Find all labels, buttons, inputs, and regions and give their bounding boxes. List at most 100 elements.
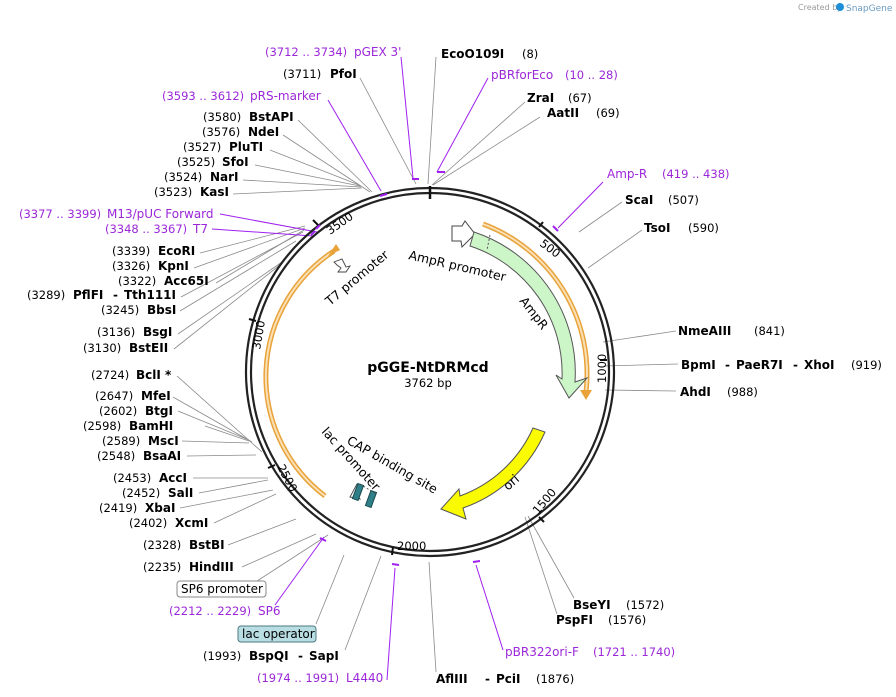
primer-l4440-range: (1974 .. 1991) <box>257 671 339 685</box>
site-pluti[interactable]: PluTI <box>229 140 263 154</box>
site-pspfi-pos: (1576) <box>608 613 646 627</box>
site-pflfi-pos: (3289) <box>27 288 65 302</box>
site-aatii[interactable]: AatII <box>547 106 579 120</box>
label-sp6-promoter[interactable]: SP6 promoter <box>181 582 263 596</box>
primer-pgex3[interactable]: pGEX 3' <box>354 45 401 59</box>
amp-primer-arrowhead <box>580 390 592 400</box>
site-msci-pos: (2589) <box>102 434 140 448</box>
site-kasi[interactable]: KasI <box>200 185 229 199</box>
ori-arrow <box>440 427 546 520</box>
site-xcmi[interactable]: XcmI <box>175 516 208 530</box>
primer-l4440[interactable]: L4440 <box>346 671 383 685</box>
site-sali[interactable]: SalI <box>168 486 193 500</box>
site-tsoi-pos: (590) <box>688 221 719 235</box>
primer-sp6-range: (2212 .. 2229) <box>169 604 251 618</box>
primer-pbr322[interactable]: pBR322ori-F <box>505 645 579 659</box>
t7-region-arrowhead <box>328 244 340 256</box>
site-bsaai[interactable]: BsaAI <box>143 449 181 463</box>
site-acc65i[interactable]: Acc65I <box>164 274 209 288</box>
site-sfoi[interactable]: SfoI <box>222 155 249 169</box>
site-paer7i[interactable]: PaeR7I <box>736 358 783 372</box>
site-btgi[interactable]: BtgI <box>145 404 173 418</box>
primer-pbrforeco[interactable]: pBRforEco <box>491 68 553 82</box>
site-mfei-pos: (2647) <box>95 389 133 403</box>
site-zrai[interactable]: ZraI <box>527 91 554 105</box>
site-pfoi-pos: (3711) <box>283 67 321 81</box>
leader-bsaai <box>186 454 257 457</box>
primer-sp6[interactable]: SP6 <box>258 604 281 618</box>
site-bseyi[interactable]: BseYI <box>573 598 611 612</box>
site-ahdi-pos: (988) <box>727 385 758 399</box>
site-ahdi[interactable]: AhdI <box>680 385 711 399</box>
leader-bseyi <box>527 515 575 599</box>
site-acci[interactable]: AccI <box>159 471 187 485</box>
svg-text:-: - <box>485 672 490 686</box>
site-kpni[interactable]: KpnI <box>158 259 189 273</box>
primer-t7-range: (3348 .. 3367) <box>105 222 187 236</box>
leader-pspfi <box>524 516 558 615</box>
site-sapi[interactable]: SapI <box>309 649 339 663</box>
credit-label: Created by <box>798 3 842 12</box>
site-bpmi[interactable]: BpmI <box>681 358 716 372</box>
primer-m13[interactable]: M13/pUC Forward <box>107 207 214 221</box>
primer-pbrforeco-range: (10 .. 28) <box>565 68 618 82</box>
primer-t7[interactable]: T7 <box>192 222 208 236</box>
site-nmeaiii[interactable]: NmeAIII <box>678 324 731 338</box>
site-msci[interactable]: MscI <box>148 434 179 448</box>
site-bsteii-pos: (3130) <box>83 341 121 355</box>
site-pfoi[interactable]: PfoI <box>330 67 357 81</box>
leader-pluti <box>269 149 360 186</box>
leader-xcmi <box>213 493 277 524</box>
site-hindiii[interactable]: HindIII <box>189 560 234 574</box>
primer-ampr[interactable]: Amp-R <box>607 167 647 181</box>
site-tth111i[interactable]: Tth111I <box>124 288 176 302</box>
site-afliii-pos: (1876) <box>536 672 574 686</box>
site-bstapi[interactable]: BstAPI <box>249 110 294 124</box>
site-bstbi[interactable]: BstBI <box>189 538 225 552</box>
leader-m13 <box>219 213 318 233</box>
site-bstapi-pos: (3580) <box>203 110 241 124</box>
leader-mfei <box>172 396 253 443</box>
site-pspfi[interactable]: PspFI <box>556 613 593 627</box>
site-xhoi[interactable]: XhoI <box>804 358 835 372</box>
plasmid-name: pGGE-NtDRMcd <box>367 360 488 376</box>
leader-kasi <box>232 187 363 195</box>
site-bbsi[interactable]: BbsI <box>147 303 176 317</box>
leader-ecori <box>199 225 306 254</box>
label-lac-operator[interactable]: lac operator <box>242 627 315 641</box>
leader-xbai <box>179 489 274 509</box>
site-bamhi[interactable]: BamHI <box>129 419 173 433</box>
site-ecori[interactable]: EcoRI <box>158 244 195 258</box>
site-pflfi[interactable]: PflFI <box>73 288 103 302</box>
site-tsoi[interactable]: TsoI <box>644 221 670 235</box>
leader-zrai <box>431 101 526 186</box>
t7-region-arc <box>263 248 336 498</box>
site-eco0109i[interactable]: EcoO109I <box>441 47 504 61</box>
primer-prs[interactable]: pRS-marker <box>250 89 321 103</box>
site-bspqi[interactable]: BspQI <box>249 649 289 663</box>
site-aatii-pos: (69) <box>596 106 620 120</box>
site-bsgi[interactable]: BsgI <box>143 325 172 339</box>
site-xbai[interactable]: XbaI <box>145 501 175 515</box>
leader-hindiii <box>241 533 317 568</box>
site-mfei[interactable]: MfeI <box>141 389 171 403</box>
site-bsteii[interactable]: BstEII <box>129 341 168 355</box>
site-ndei[interactable]: NdeI <box>248 125 279 139</box>
leader-pfoi <box>359 77 417 185</box>
site-afliii[interactable]: AflIII <box>436 672 468 686</box>
site-xcmi-pos: (2402) <box>129 516 167 530</box>
primer-prs-range: (3593 .. 3612) <box>162 89 244 103</box>
site-nmeaiii-pos: (841) <box>754 324 785 338</box>
site-nari[interactable]: NarI <box>210 170 239 184</box>
leader-sp6 <box>274 536 325 606</box>
primer-pgex3-range: (3712 .. 3734) <box>265 45 347 59</box>
site-bstbi-pos: (2328) <box>143 538 181 552</box>
leader-pflfi <box>180 231 304 298</box>
site-bcli[interactable]: BclI * <box>136 368 172 382</box>
plasmid-size: 3762 bp <box>404 376 452 390</box>
site-pcii[interactable]: PciI <box>496 672 521 686</box>
leader-ahdi <box>604 389 677 392</box>
ampr-gene-arrow <box>469 231 589 399</box>
leader-kpni <box>193 227 306 269</box>
site-scai[interactable]: ScaI <box>625 193 653 207</box>
